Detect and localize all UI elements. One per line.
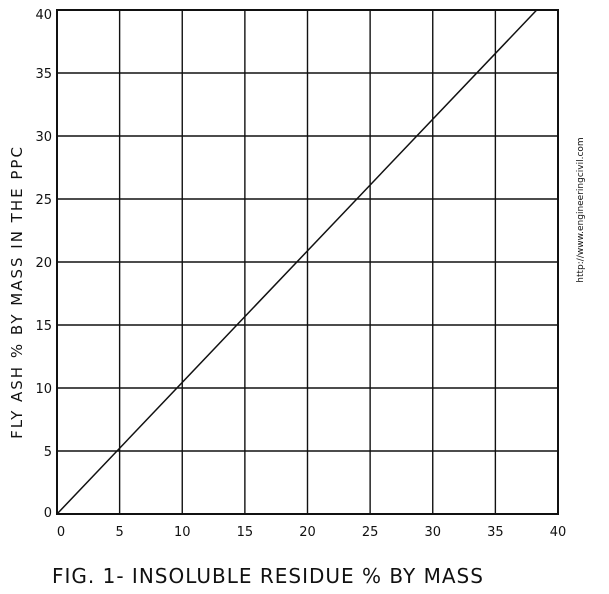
x-tick-label: 30 [424,525,441,540]
y-axis-label: FLY ASH % BY MASS IN THE PPC [8,145,26,439]
x-tick-label: 25 [362,525,379,540]
y-tick-labels: 0 5 10 15 20 25 30 35 40 [35,8,52,521]
grid [56,9,559,515]
y-tick-label: 5 [44,445,52,460]
series-line [56,9,538,515]
x-tick-label: 5 [115,525,123,540]
x-tick-label: 0 [57,525,65,540]
series-group [56,9,538,515]
x-tick-label: 10 [174,525,191,540]
y-tick-label: 0 [44,506,52,521]
y-tick-label: 30 [35,130,52,145]
y-tick-label: 35 [35,67,52,82]
y-tick-label: 25 [35,193,52,208]
figure-title: FIG. 1- INSOLUBLE RESIDUE % BY MASS [52,564,484,588]
y-tick-label: 40 [35,8,52,23]
x-tick-labels: 0 5 10 15 20 25 30 35 40 [57,525,566,540]
x-tick-label: 20 [299,525,316,540]
y-tick-label: 10 [35,382,52,397]
x-tick-label: 40 [550,525,567,540]
x-tick-label: 15 [237,525,254,540]
y-tick-label: 20 [35,256,52,271]
y-tick-label: 15 [35,319,52,334]
watermark-url: http://www.engineeringcivil.com [576,137,586,282]
x-tick-label: 35 [487,525,504,540]
plot-frame [56,9,559,515]
